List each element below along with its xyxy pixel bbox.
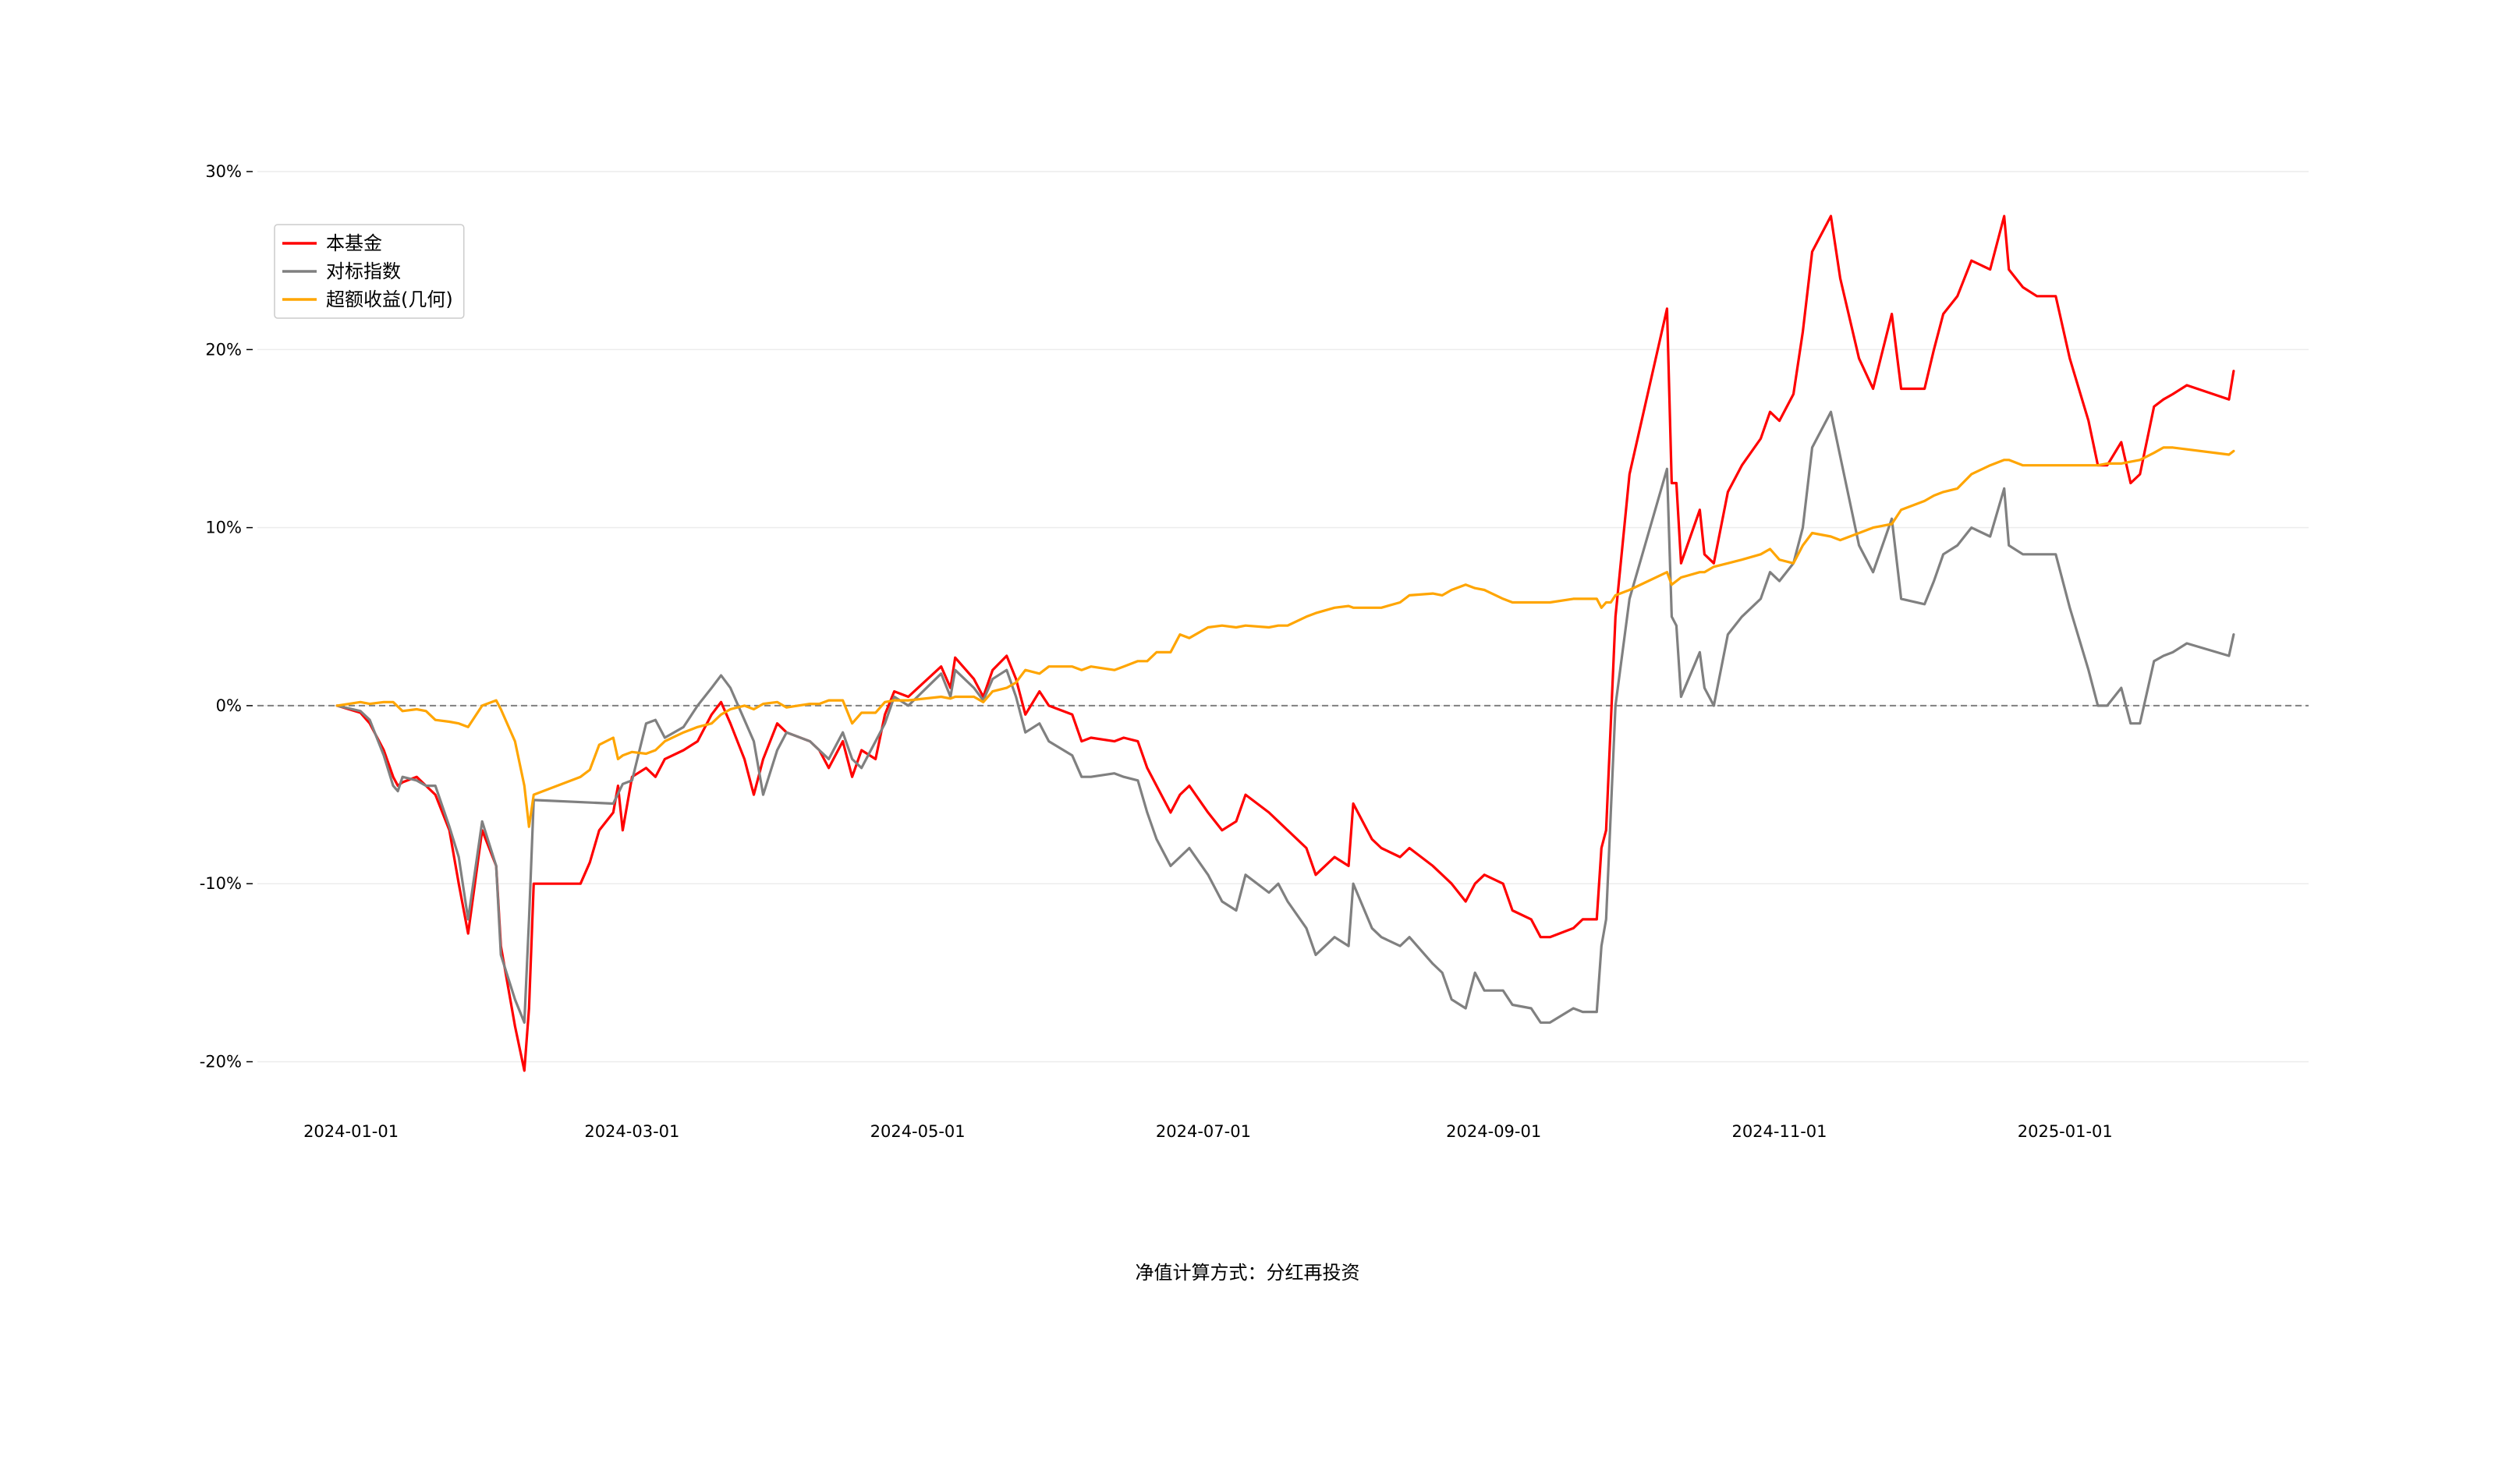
x-tick-label: 2024-07-01 <box>1156 1122 1251 1141</box>
x-tick-label: 2024-03-01 <box>584 1122 679 1141</box>
series-line-0 <box>335 214 2235 1072</box>
series-lines <box>335 214 2235 1072</box>
y-tick-label: -10% <box>200 874 242 893</box>
legend-label: 本基金 <box>326 232 382 254</box>
y-tick-label: -20% <box>200 1053 242 1071</box>
legend-box <box>274 224 465 319</box>
x-tick-label: 2024-11-01 <box>1731 1122 1827 1141</box>
x-axis-ticks: 2024-01-01 2024-03-01 2024-05-01 2024-07-01… <box>303 1122 2113 1141</box>
x-tick-label: 2024-01-01 <box>303 1122 399 1141</box>
x-tick-label: 2024-09-01 <box>1446 1122 1541 1141</box>
series-line-2 <box>335 446 2235 828</box>
nav-calculation-note: 净值计算方式：分红再投资 <box>1135 1262 1360 1284</box>
grid-lines <box>257 171 2309 1063</box>
y-axis-ticks: -20% -10% 0% 10% 20% 30% <box>200 162 253 1071</box>
series-line-1 <box>335 410 2235 1024</box>
x-tick-label: 2025-01-01 <box>2018 1122 2113 1141</box>
y-tick-label: 0% <box>216 696 242 715</box>
y-tick-label: 20% <box>205 340 242 359</box>
y-tick-label: 10% <box>205 519 242 537</box>
legend-label: 超额收益(几何) <box>326 289 453 310</box>
y-tick-label: 30% <box>205 162 242 181</box>
x-tick-label: 2024-05-01 <box>870 1122 966 1141</box>
legend-label: 对标指数 <box>326 260 401 282</box>
